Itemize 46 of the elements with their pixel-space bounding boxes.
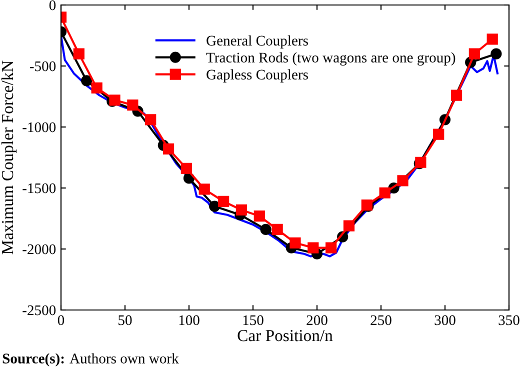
point	[290, 237, 301, 248]
x-tick-label: 200	[306, 315, 328, 326]
point	[180, 162, 192, 174]
y-tick-label: -1500	[22, 183, 56, 194]
point	[343, 220, 355, 232]
point	[397, 175, 408, 186]
point	[379, 187, 390, 198]
y-tick-label: -2500	[22, 305, 56, 316]
x-tick-label: 300	[434, 315, 456, 326]
point	[254, 210, 265, 222]
x-tick-label: 150	[243, 315, 264, 326]
point	[145, 114, 156, 126]
y-tick-label: -2000	[22, 244, 56, 254]
point	[260, 224, 272, 236]
point	[198, 184, 210, 195]
point	[433, 128, 444, 140]
x-tick-label: 0	[58, 315, 64, 326]
legend-label: Traction Rods (two wagons are one group)	[206, 52, 456, 66]
x-axis-title: Car Position/n	[238, 330, 333, 342]
source-note: Source(s): Authors own work	[2, 353, 179, 366]
y-tick-label: -1000	[22, 122, 56, 132]
x-tick-label: 50	[118, 315, 132, 326]
point	[468, 48, 480, 60]
point	[218, 196, 230, 207]
point	[486, 34, 498, 45]
point	[109, 94, 120, 106]
y-tick-label: 0	[49, 0, 56, 10]
point	[209, 200, 220, 212]
legend-label: Gapless Couplers	[206, 69, 308, 83]
point	[162, 143, 174, 155]
point	[73, 48, 84, 60]
point	[490, 48, 502, 60]
point	[272, 224, 283, 236]
x-tick-label: 100	[179, 315, 200, 326]
point	[308, 242, 319, 254]
y-tick-label: -500	[30, 61, 56, 72]
x-tick-label: 250	[370, 315, 392, 326]
x-tick-label: 350	[498, 315, 520, 326]
point	[81, 75, 92, 86]
legend-label: General Couplers	[206, 35, 308, 49]
y-axis-title: Maximum Coupler Force/kN	[1, 60, 17, 254]
point	[127, 99, 138, 111]
point	[236, 204, 248, 216]
point	[326, 242, 337, 254]
point	[91, 82, 102, 94]
point	[450, 90, 462, 101]
